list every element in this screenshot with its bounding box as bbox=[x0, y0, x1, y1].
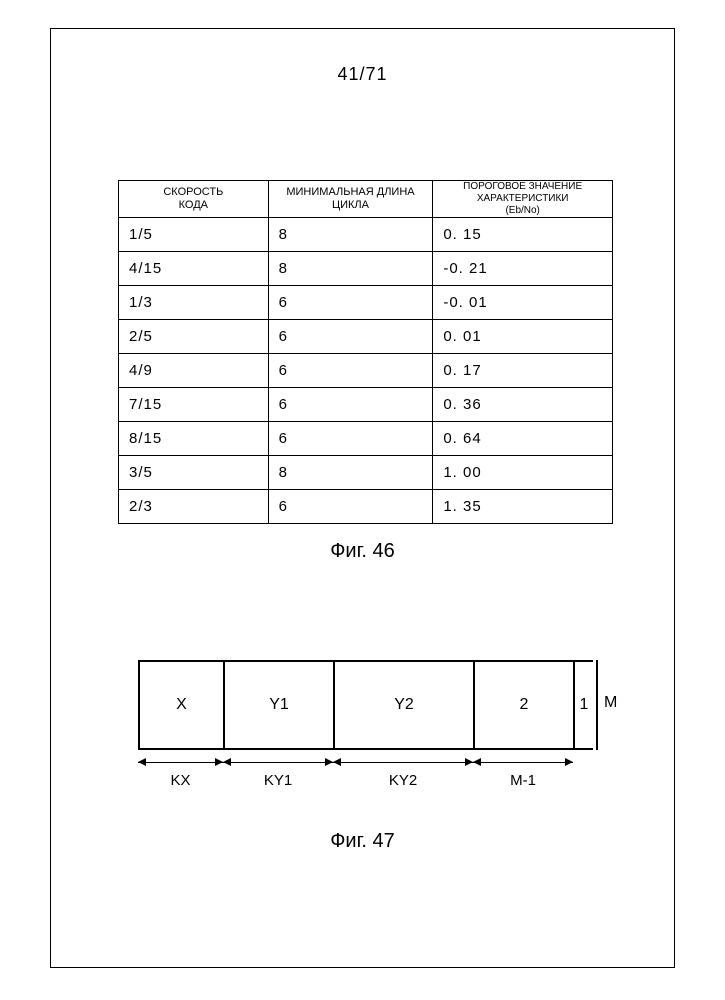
table-row: 2/560. 01 bbox=[119, 320, 613, 354]
table-row: 1/580. 15 bbox=[119, 218, 613, 252]
table-cell: 1. 00 bbox=[433, 456, 613, 490]
dim-label: KY1 bbox=[223, 772, 333, 789]
table-row: 7/1560. 36 bbox=[119, 388, 613, 422]
dim-arrow bbox=[473, 762, 573, 763]
table-cell: 0. 15 bbox=[433, 218, 613, 252]
table-row: 2/361. 35 bbox=[119, 490, 613, 524]
col2-header: МИНИМАЛЬНАЯ ДЛИНА ЦИКЛА bbox=[268, 181, 433, 218]
col1-header: СКОРОСТЬ КОДА bbox=[119, 181, 269, 218]
table-row: 4/960. 17 bbox=[119, 354, 613, 388]
fig47-m-label: M bbox=[604, 694, 617, 712]
table-cell: 4/15 bbox=[119, 252, 269, 286]
table-cell: 6 bbox=[268, 354, 433, 388]
fig47-segment: 1 bbox=[573, 660, 593, 750]
table-cell: 0. 17 bbox=[433, 354, 613, 388]
table-cell: 6 bbox=[268, 422, 433, 456]
dim-label: KX bbox=[138, 772, 223, 789]
table-cell: 0. 64 bbox=[433, 422, 613, 456]
fig47-segment: Y2 bbox=[333, 660, 473, 750]
table-cell: 8 bbox=[268, 456, 433, 490]
table-cell: 8 bbox=[268, 218, 433, 252]
table-cell: 0. 36 bbox=[433, 388, 613, 422]
fig47-dims: KXKY1KY2M-1 bbox=[138, 750, 598, 790]
col3-header: ПОРОГОВОЕ ЗНАЧЕНИЕ ХАРАКТЕРИСТИКИ (Eb/No… bbox=[433, 181, 613, 218]
fig46-caption: Фиг. 46 bbox=[0, 540, 725, 563]
fig47-caption: Фиг. 47 bbox=[0, 830, 725, 853]
dim-arrow bbox=[223, 762, 333, 763]
table-cell: 6 bbox=[268, 286, 433, 320]
table-cell: 6 bbox=[268, 320, 433, 354]
dim-label: M-1 bbox=[473, 772, 573, 789]
fig46-tbody: 1/580. 154/158-0. 211/36-0. 012/560. 014… bbox=[119, 218, 613, 524]
table-row: 3/581. 00 bbox=[119, 456, 613, 490]
fig47-diagram: XY1Y221 KXKY1KY2M-1 bbox=[138, 660, 598, 790]
table-cell: 8/15 bbox=[119, 422, 269, 456]
table-cell: 4/9 bbox=[119, 354, 269, 388]
fig47-segment: 2 bbox=[473, 660, 573, 750]
dim-arrow bbox=[138, 762, 223, 763]
fig47-segment: X bbox=[138, 660, 223, 750]
table-cell: 8 bbox=[268, 252, 433, 286]
table-row: 1/36-0. 01 bbox=[119, 286, 613, 320]
table-cell: 7/15 bbox=[119, 388, 269, 422]
table-cell: -0. 21 bbox=[433, 252, 613, 286]
table-cell: 1/3 bbox=[119, 286, 269, 320]
fig47-boxes: XY1Y221 bbox=[138, 660, 598, 750]
table-cell: -0. 01 bbox=[433, 286, 613, 320]
table-cell: 6 bbox=[268, 388, 433, 422]
table-row: 4/158-0. 21 bbox=[119, 252, 613, 286]
page-number: 41/71 bbox=[0, 64, 725, 85]
table-cell: 1. 35 bbox=[433, 490, 613, 524]
dim-arrow bbox=[333, 762, 473, 763]
fig47-segment: Y1 bbox=[223, 660, 333, 750]
table-cell: 6 bbox=[268, 490, 433, 524]
table-cell: 1/5 bbox=[119, 218, 269, 252]
table-row: 8/1560. 64 bbox=[119, 422, 613, 456]
table-cell: 2/3 bbox=[119, 490, 269, 524]
table-cell: 0. 01 bbox=[433, 320, 613, 354]
table-cell: 3/5 bbox=[119, 456, 269, 490]
table-cell: 2/5 bbox=[119, 320, 269, 354]
dim-label: KY2 bbox=[333, 772, 473, 789]
fig46-table: СКОРОСТЬ КОДА МИНИМАЛЬНАЯ ДЛИНА ЦИКЛА ПО… bbox=[118, 180, 613, 524]
